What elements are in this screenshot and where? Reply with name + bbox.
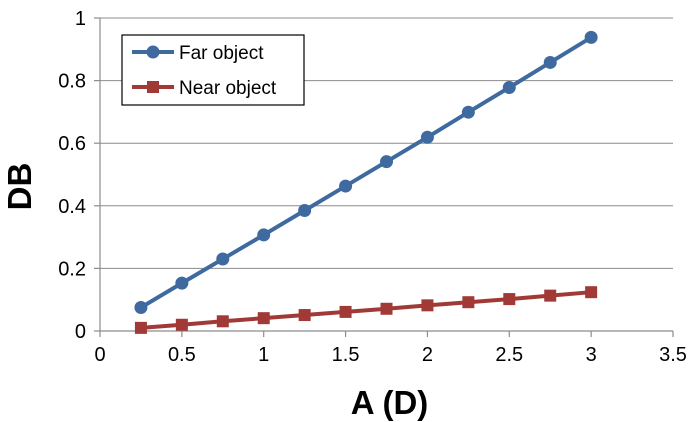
- series-0-point-11: [584, 30, 598, 44]
- x-tick-label-6: 3: [586, 344, 597, 366]
- x-axis-title: A (D): [351, 384, 429, 421]
- plot-area: [94, 17, 674, 337]
- x-tick-label-1: 0.5: [168, 344, 196, 366]
- x-tick-label-7: 3.5: [659, 344, 687, 366]
- series-1-point-5: [339, 305, 352, 318]
- y-tick-label-3: 0.6: [58, 133, 86, 155]
- tick-labels: 0 0.5 1 1.5 2 2.5 3 3.5 0 0.2 0.4 0.6 0.8 1: [58, 8, 687, 366]
- legend-label-0: Far object: [179, 43, 264, 64]
- legend: Far object Near object: [121, 34, 305, 106]
- series-0-point-10: [543, 55, 557, 69]
- series-0-point-8: [461, 105, 475, 119]
- series-0-point-5: [339, 179, 353, 193]
- series-1-point-8: [462, 296, 475, 309]
- legend-label-1: Near object: [179, 78, 277, 99]
- series-0-point-3: [257, 228, 271, 242]
- series-1-point-7: [421, 299, 434, 312]
- x-tick-label-5: 2.5: [495, 344, 523, 366]
- series-1-point-6: [380, 302, 393, 315]
- series-0-point-7: [420, 130, 434, 144]
- series-1-point-11: [585, 286, 598, 299]
- series-layer: [134, 30, 598, 334]
- series-0-point-0: [134, 301, 148, 315]
- series-1-point-2: [216, 315, 229, 328]
- series-0-point-1: [175, 276, 189, 290]
- series-1: [134, 286, 598, 334]
- series-1-point-4: [298, 309, 311, 322]
- legend-marker-0: [146, 45, 160, 59]
- series-0-point-6: [380, 155, 393, 169]
- series-1-point-10: [544, 289, 557, 302]
- y-tick-label-0: 0: [75, 321, 86, 343]
- y-tick-label-5: 1: [75, 8, 86, 30]
- series-0: [134, 30, 598, 315]
- series-line-1: [140, 290, 592, 330]
- series-0-point-4: [298, 203, 312, 217]
- x-tick-label-2: 1: [258, 344, 269, 366]
- legend-marker-1: [147, 81, 159, 93]
- series-1-point-0: [134, 321, 147, 334]
- x-tick-label-3: 1.5: [332, 344, 360, 366]
- series-1-point-3: [257, 312, 270, 325]
- y-tick-label-1: 0.2: [58, 258, 86, 280]
- x-tick-label-4: 2: [422, 344, 433, 366]
- series-1-point-1: [175, 318, 188, 331]
- x-tick-label-0: 0: [94, 344, 105, 366]
- series-line-0: [139, 35, 593, 310]
- y-axis-title: DB: [1, 163, 38, 211]
- y-tick-label-2: 0.4: [58, 196, 86, 218]
- series-0-point-9: [502, 80, 516, 94]
- series-0-point-2: [216, 252, 230, 266]
- y-tick-label-4: 0.8: [58, 71, 86, 93]
- series-1-point-9: [503, 293, 516, 306]
